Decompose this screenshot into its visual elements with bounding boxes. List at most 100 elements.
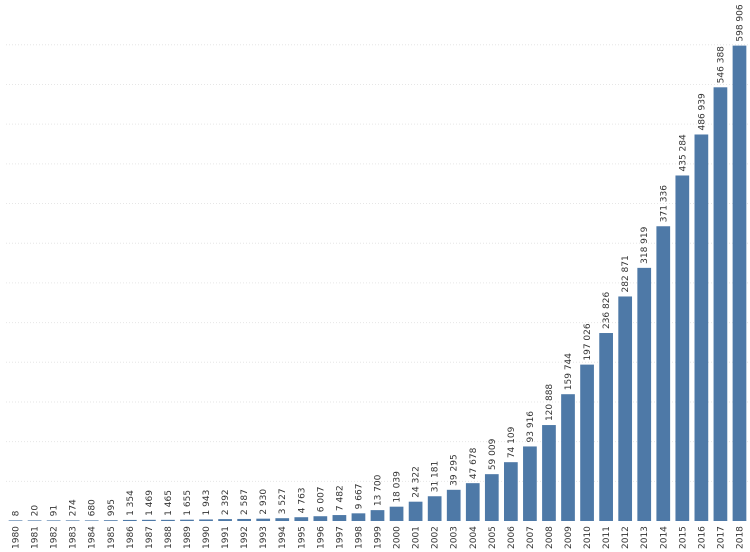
data-label: 4 763 (297, 487, 307, 513)
bar[interactable] (427, 496, 442, 521)
bar[interactable] (27, 520, 42, 521)
data-label: 9 667 (354, 484, 364, 510)
x-tick-label: 2018 (735, 526, 745, 549)
bar[interactable] (389, 506, 404, 521)
data-label: 435 284 (678, 134, 688, 171)
x-tick-label: 2017 (716, 526, 726, 549)
x-tick-label: 1995 (297, 526, 307, 549)
data-label: 3 527 (278, 488, 288, 514)
x-tick-label: 1985 (107, 526, 117, 549)
bar[interactable] (313, 516, 328, 521)
x-tick-label: 2004 (469, 526, 479, 549)
bar[interactable] (65, 520, 80, 521)
x-tick-label: 1989 (183, 526, 193, 549)
bar[interactable] (504, 462, 518, 521)
data-label: 680 (88, 499, 98, 516)
bar[interactable] (199, 519, 213, 521)
data-label: 318 919 (640, 226, 650, 263)
data-label: 120 888 (545, 384, 555, 421)
bar[interactable] (8, 520, 23, 521)
bar[interactable] (656, 226, 671, 521)
x-tick-label: 2007 (526, 526, 536, 549)
bar[interactable] (294, 517, 309, 521)
data-label: 39 295 (450, 454, 460, 486)
x-tick-label: 2012 (621, 526, 631, 549)
x-tick-label: 1988 (164, 526, 174, 549)
data-label: 2 587 (240, 489, 250, 515)
x-tick-label: 2000 (393, 526, 403, 549)
x-tick-label: 2013 (640, 526, 650, 549)
data-label: 8 (12, 510, 22, 516)
data-label: 282 871 (621, 255, 631, 292)
bar[interactable] (542, 425, 556, 521)
x-tick-label: 1996 (316, 526, 326, 549)
bar[interactable] (732, 45, 747, 522)
data-label: 236 826 (602, 292, 612, 329)
bar[interactable] (84, 520, 99, 521)
bar[interactable] (713, 87, 728, 522)
data-label: 6 007 (316, 486, 326, 512)
bar[interactable] (142, 519, 156, 521)
data-label: 31 181 (431, 461, 441, 493)
bar[interactable] (465, 483, 480, 521)
bar[interactable] (370, 510, 385, 521)
x-tick-label: 2009 (564, 526, 574, 549)
data-label: 59 009 (488, 438, 498, 470)
bar[interactable] (46, 520, 61, 521)
data-label: 486 939 (697, 93, 707, 130)
x-tick-label: 2015 (678, 526, 688, 549)
x-tick-label: 1997 (335, 526, 345, 549)
x-tick-label: 1981 (31, 526, 41, 549)
x-tick-label: 1994 (278, 526, 288, 549)
bar[interactable] (561, 394, 575, 521)
bar[interactable] (351, 513, 366, 521)
bar[interactable] (694, 134, 709, 522)
data-label: 93 916 (526, 411, 536, 443)
bar-series (8, 45, 747, 522)
x-tick-label: 1998 (354, 526, 364, 549)
bar[interactable] (446, 489, 461, 521)
data-label: 1 469 (145, 490, 155, 516)
bar[interactable] (256, 518, 271, 521)
data-label: 371 336 (659, 185, 669, 222)
x-tick-label: 1993 (259, 526, 269, 549)
bar[interactable] (675, 175, 690, 522)
bar[interactable] (218, 519, 232, 521)
x-tick-label: 2010 (583, 526, 593, 549)
x-tick-label: 1987 (145, 526, 155, 549)
data-label: 598 906 (735, 4, 745, 41)
bar[interactable] (580, 364, 594, 521)
x-tick-label: 1990 (202, 526, 212, 549)
data-label: 1 465 (164, 490, 174, 516)
bar[interactable] (637, 267, 652, 521)
bar[interactable] (408, 501, 423, 521)
bar[interactable] (523, 446, 537, 521)
x-tick-label: 2014 (659, 526, 669, 549)
x-tick-label: 1983 (69, 526, 79, 549)
x-tick-label: 2002 (431, 526, 441, 549)
bar[interactable] (237, 518, 251, 521)
bar[interactable] (161, 519, 175, 521)
bar[interactable] (103, 520, 118, 521)
x-tick-label: 2011 (602, 526, 612, 549)
data-label: 20 (31, 505, 41, 517)
x-tick-label: 1986 (126, 526, 136, 549)
data-label: 1 655 (183, 490, 193, 516)
x-tick-label: 2001 (412, 526, 422, 549)
x-tick-label: 1984 (88, 526, 98, 549)
bar[interactable] (122, 519, 137, 521)
bar[interactable] (180, 519, 194, 521)
x-tick-label: 2006 (507, 526, 517, 549)
data-label: 7 482 (335, 485, 345, 511)
bar[interactable] (599, 333, 613, 521)
bar[interactable] (275, 518, 290, 521)
bar[interactable] (332, 515, 347, 521)
bar[interactable] (618, 296, 633, 521)
bar[interactable] (484, 474, 499, 521)
data-label: 995 (107, 499, 117, 516)
data-label: 74 109 (507, 426, 517, 458)
data-label: 24 322 (412, 466, 422, 498)
x-tick-label: 1999 (374, 526, 384, 549)
data-label: 91 (50, 505, 60, 516)
